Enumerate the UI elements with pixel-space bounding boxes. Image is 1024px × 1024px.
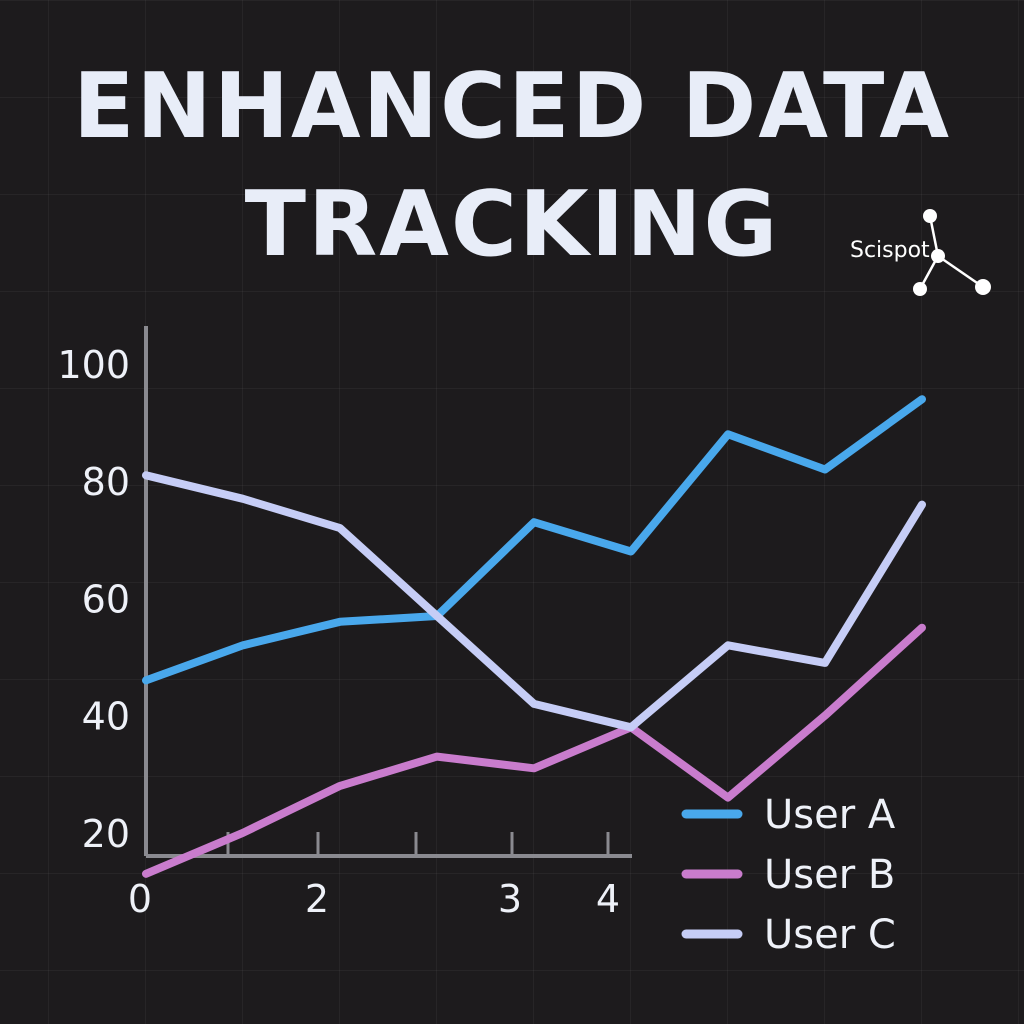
y-tick-label: 100 <box>57 343 130 387</box>
x-tick-label: 4 <box>596 877 620 921</box>
x-tick-label: 3 <box>498 877 522 921</box>
logo-text: Scispot <box>850 238 930 263</box>
y-tick-label: 20 <box>82 812 130 856</box>
x-axis-ticks: 0 2 3 4 <box>128 877 620 921</box>
y-tick-label: 80 <box>82 460 130 504</box>
chart-title-line-2: TRACKING <box>244 172 780 277</box>
series-line-user-a <box>142 395 926 685</box>
series-line-user-c <box>142 471 926 732</box>
network-node-icon <box>913 209 991 296</box>
y-axis-ticks: 20 40 60 80 100 <box>57 343 130 856</box>
chart-legend: User A User B User C <box>681 792 896 958</box>
series-line-user-b <box>142 623 926 878</box>
legend-label-user-b: User B <box>764 852 895 898</box>
y-tick-label: 40 <box>82 695 130 739</box>
scispot-logo: Scispot <box>848 200 998 310</box>
y-tick-label: 60 <box>82 577 130 621</box>
legend-label-user-c: User C <box>764 912 896 958</box>
chart-axes <box>144 326 632 858</box>
chart-title-line-1: ENHANCED DATA <box>72 54 952 159</box>
legend-label-user-a: User A <box>764 792 896 838</box>
series-lines <box>142 395 926 878</box>
chart-title: ENHANCED DATA TRACKING <box>0 48 1024 284</box>
x-tick-label: 0 <box>128 877 152 921</box>
x-tick-label: 2 <box>305 877 329 921</box>
